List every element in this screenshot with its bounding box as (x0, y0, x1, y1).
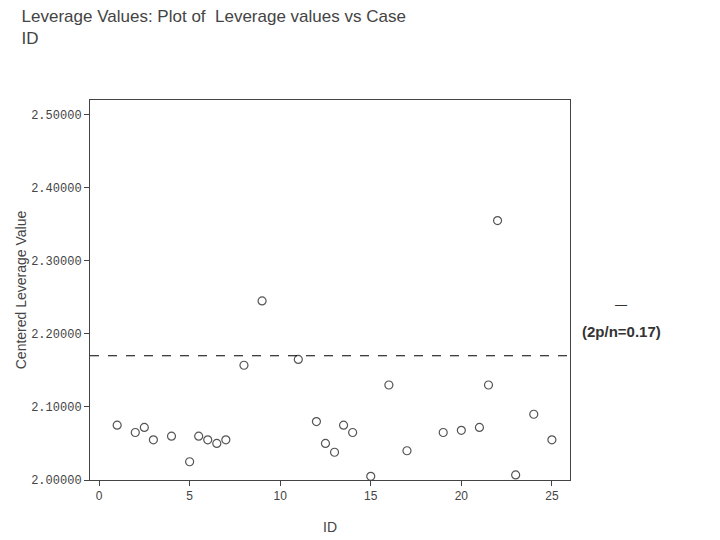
svg-text:Leverage Values: Plot of Leve: Leverage Values: Plot of Leverage values… (22, 7, 406, 48)
svg-text:2.20000: 2.20000 (31, 328, 81, 342)
svg-text:25: 25 (545, 489, 559, 503)
svg-text:Centered Leverage Value: Centered Leverage Value (13, 211, 29, 370)
svg-text:2.00000: 2.00000 (31, 474, 81, 488)
svg-text:2.40000: 2.40000 (31, 182, 81, 196)
svg-text:0: 0 (96, 489, 103, 503)
svg-text:(2p/n=0.17): (2p/n=0.17) (582, 323, 661, 340)
svg-text:2.10000: 2.10000 (31, 401, 81, 415)
svg-text:20: 20 (455, 489, 469, 503)
svg-text:ID: ID (323, 519, 337, 535)
svg-text:2.30000: 2.30000 (31, 255, 81, 269)
svg-text:—: — (615, 298, 627, 312)
svg-text:2.50000: 2.50000 (31, 109, 81, 123)
svg-text:10: 10 (274, 489, 288, 503)
svg-text:15: 15 (364, 489, 378, 503)
svg-text:5: 5 (186, 489, 193, 503)
